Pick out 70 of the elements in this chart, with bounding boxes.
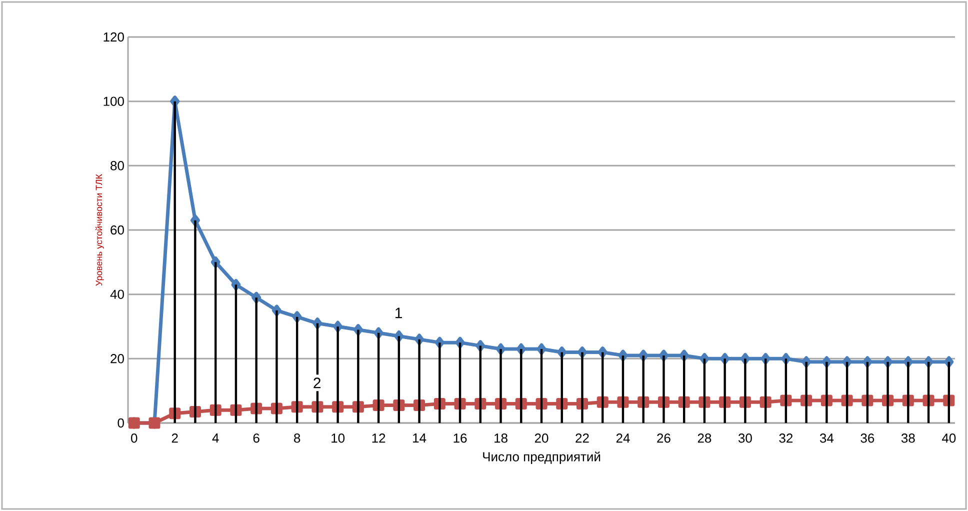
x-tick-label: 30 [738, 434, 752, 443]
y-tick-label: 60 [110, 225, 124, 235]
bar [214, 262, 217, 423]
x-tick-label: 16 [454, 434, 467, 443]
bar [234, 284, 238, 423]
x-tick-label: 18 [494, 434, 508, 443]
x-tick-label: 36 [860, 434, 874, 443]
bar [438, 342, 441, 423]
x-tick-label: 4 [212, 434, 219, 442]
bar [703, 358, 706, 423]
bar [194, 220, 196, 423]
x-tick-label: 10 [332, 434, 345, 443]
bar [662, 355, 665, 423]
bar [560, 352, 563, 423]
y-tick-label: 20 [110, 354, 124, 364]
bar [602, 352, 604, 423]
bar [458, 342, 462, 423]
x-tick-label: 8 [294, 434, 300, 443]
bar [826, 362, 828, 423]
bar [907, 362, 910, 423]
bar [805, 362, 808, 423]
x-tick-label: 24 [616, 434, 630, 443]
x-tick-label: 28 [698, 434, 712, 443]
series-label: 2 [314, 378, 320, 388]
bar [866, 362, 869, 423]
bar [948, 362, 950, 423]
bar [479, 346, 482, 423]
bar [418, 339, 420, 423]
bar [622, 355, 624, 423]
x-tick-label: 6 [253, 434, 260, 443]
bar [784, 358, 788, 423]
bar [764, 358, 767, 423]
bar [744, 358, 746, 423]
series-label: 1 [396, 308, 402, 318]
x-tick-label: 14 [413, 434, 426, 442]
bar [682, 355, 686, 423]
y-tick-label: 100 [104, 96, 124, 106]
bar [398, 336, 400, 423]
x-tick-label: 34 [820, 434, 834, 443]
bar [886, 362, 889, 423]
bar [174, 101, 176, 423]
bar [520, 349, 522, 423]
bar [724, 358, 726, 423]
x-tick-label: 0 [131, 434, 138, 443]
bar [540, 349, 543, 423]
bar [336, 326, 339, 423]
x-tick-label: 2 [172, 434, 178, 443]
x-tick-label: 12 [372, 434, 386, 443]
y-tick-label: 0 [118, 418, 124, 428]
bar [296, 316, 298, 423]
x-tick-label: 20 [534, 434, 548, 443]
x-tick-label: 32 [779, 434, 793, 443]
x-tick-label: 22 [576, 434, 589, 443]
bar [500, 349, 502, 423]
bar [581, 352, 584, 423]
x-axis-title: Число предприятий [483, 452, 600, 464]
bar [255, 298, 258, 423]
bar [846, 362, 848, 423]
bar [927, 362, 930, 423]
y-tick-label: 80 [110, 161, 124, 170]
bar [642, 355, 644, 423]
bar [357, 330, 360, 423]
bar [377, 332, 380, 423]
x-tick-label: 40 [942, 434, 956, 443]
x-tick-label: 38 [901, 434, 915, 443]
y-tick-label: 40 [110, 290, 124, 299]
y-axis-title: Уровень устойчивости ТЛК [95, 174, 104, 286]
y-tick-label: 120 [104, 32, 124, 42]
x-tick-label: 26 [657, 434, 670, 443]
bar [276, 310, 278, 423]
